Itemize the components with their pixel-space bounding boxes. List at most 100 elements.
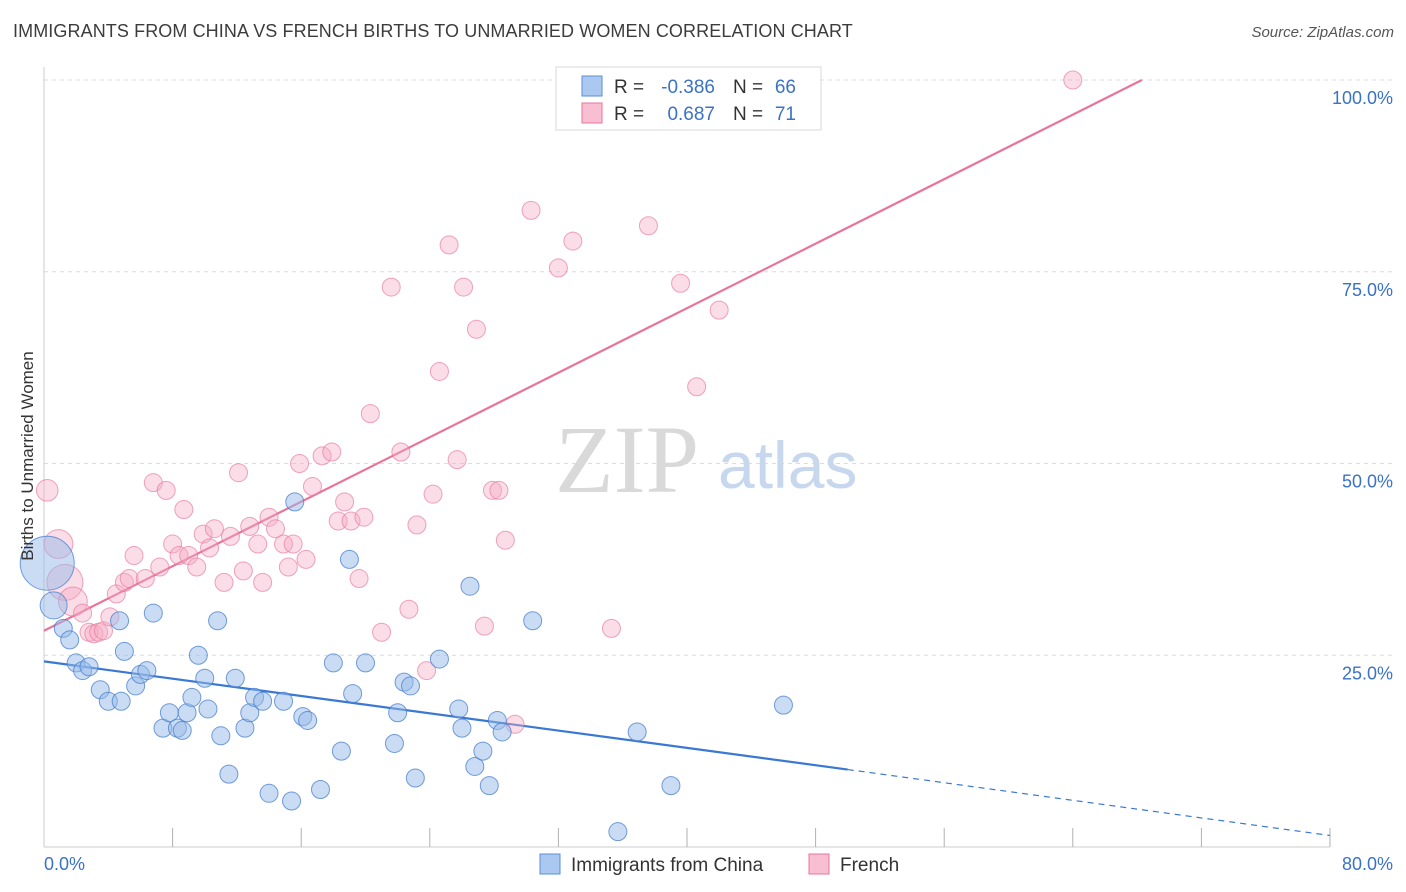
legend-n-label: N = (733, 77, 763, 98)
china-point (384, 733, 404, 753)
french-point (1063, 70, 1083, 90)
french-point (229, 463, 249, 483)
french-point (93, 621, 113, 641)
china-point (356, 653, 375, 673)
french-point (106, 584, 126, 604)
china-point (208, 611, 228, 631)
french-point (124, 546, 144, 566)
french-point (417, 661, 437, 681)
y-tick-label: 25.0% (1342, 663, 1393, 683)
french-point (454, 277, 474, 297)
china-point (449, 699, 469, 719)
french-point (240, 516, 260, 536)
china-trend-extension (847, 768, 1331, 837)
china-point (523, 611, 543, 631)
china-point (429, 649, 449, 669)
china-point (627, 722, 647, 742)
china-point (473, 741, 493, 761)
french-point (638, 216, 658, 236)
china-point (143, 603, 163, 623)
french-point (399, 599, 419, 619)
watermark-atlas: atlas (718, 428, 857, 502)
china-point (195, 668, 215, 688)
china-point (114, 641, 134, 661)
legend-swatch (581, 75, 603, 97)
french-legend-label: French (840, 855, 899, 876)
china-point (253, 691, 273, 711)
china-point (401, 676, 421, 696)
legend-r-label: R = (614, 77, 644, 98)
french-point (163, 534, 183, 554)
china-point (39, 591, 68, 620)
china-legend-swatch (539, 853, 561, 875)
french-point (439, 235, 459, 255)
china-point (331, 741, 351, 761)
legend-n-label: N = (733, 104, 763, 125)
french-point (482, 480, 502, 500)
french-point (601, 618, 621, 638)
french-point (278, 557, 298, 577)
china-point (60, 630, 80, 650)
french-point (193, 524, 213, 544)
china-point (405, 768, 425, 788)
french-point (296, 549, 316, 569)
french-point (447, 450, 467, 470)
french-point (466, 319, 486, 339)
china-point (211, 726, 231, 746)
french-point (174, 500, 194, 520)
french-point (671, 273, 691, 293)
china-point (172, 720, 192, 740)
china-point (225, 668, 245, 688)
french-point (407, 515, 427, 535)
china-point (608, 822, 628, 842)
french-point (341, 511, 361, 531)
china-point (285, 492, 305, 512)
legend-r-label: R = (614, 104, 644, 125)
china-point (388, 703, 408, 723)
china-point (274, 691, 294, 711)
french-legend-swatch (808, 853, 830, 875)
french-point (423, 484, 443, 504)
french-point (391, 442, 411, 462)
china-point (479, 776, 499, 796)
china-point (19, 535, 75, 591)
stats-legend: R = -0.386 N = 66 R = 0.687 N = 71 (555, 66, 822, 131)
y-tick-label: 50.0% (1342, 472, 1393, 492)
french-point (259, 507, 279, 527)
legend-n-value: 66 (775, 77, 796, 98)
french-point (372, 622, 392, 642)
china-point (110, 611, 130, 631)
french-point (548, 258, 568, 278)
french-point (179, 546, 199, 566)
chart-title: IMMIGRANTS FROM CHINA VS FRENCH BIRTHS T… (13, 21, 853, 41)
french-point (709, 300, 729, 320)
french-point (135, 569, 155, 589)
french-point (233, 561, 253, 581)
french-point (150, 557, 170, 577)
china-point (460, 576, 480, 596)
tick-labels: 25.0% 50.0% 75.0% 100.0% 0.0% 80.0% (44, 88, 1393, 874)
french-point (290, 454, 310, 473)
y-axis-label: Births to Unmarried Women (18, 351, 37, 560)
french-point (73, 603, 93, 623)
series-legend: Immigrants from China French (539, 853, 899, 876)
legend-r-value: -0.386 (661, 77, 715, 98)
french-point (220, 526, 240, 546)
french-point (187, 557, 207, 577)
china-point (492, 722, 512, 742)
french-point (335, 492, 355, 512)
china-point (219, 764, 239, 784)
china-point (198, 699, 218, 719)
x-tick-label: 80.0% (1342, 854, 1393, 874)
china-point (323, 653, 343, 673)
french-point (169, 546, 189, 566)
french-point (283, 534, 303, 554)
china-point (343, 684, 363, 704)
legend-swatch (581, 102, 603, 124)
china-point (188, 645, 208, 665)
french-point (312, 446, 332, 466)
french-point (214, 572, 234, 592)
china-point (259, 783, 279, 803)
french-point (265, 519, 285, 539)
